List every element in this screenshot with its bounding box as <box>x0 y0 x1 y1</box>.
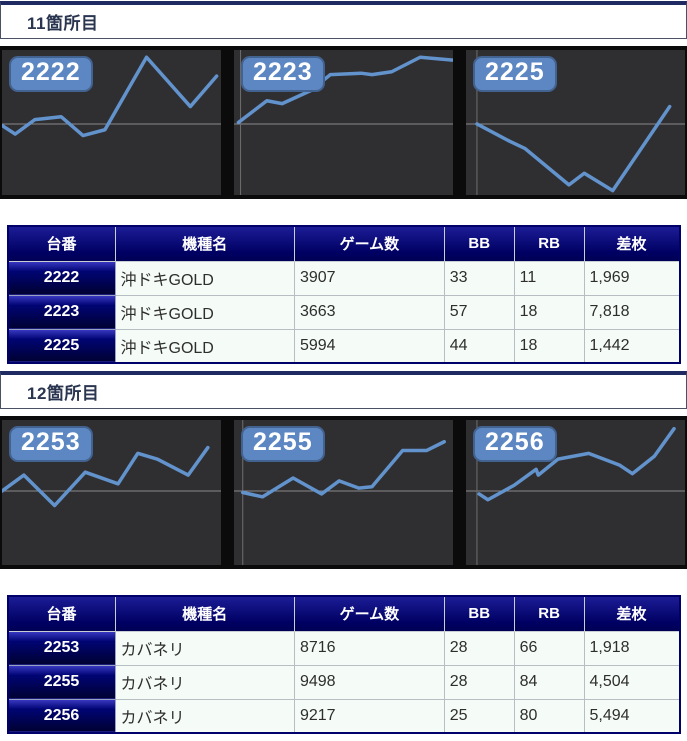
machine-number-badge: 2256 <box>473 426 557 462</box>
games-cell: 9217 <box>293 698 445 734</box>
rb-cell: 80 <box>513 698 585 734</box>
model-cell: カバネリ <box>114 630 295 666</box>
diff-cell: 1,442 <box>583 328 681 364</box>
games-cell: 3663 <box>293 294 445 330</box>
model-cell: カバネリ <box>114 698 295 734</box>
machine-number-badge: 2223 <box>241 56 325 92</box>
table-row: 2255 カバネリ 9498 28 84 4,504 <box>7 664 681 700</box>
chart-panel-2223: 2223 <box>234 50 453 195</box>
col-header-bb: BB <box>443 225 515 262</box>
col-header-sa: 差枚 <box>583 225 681 262</box>
col-header-kishu: 機種名 <box>114 595 295 632</box>
section-heading: 11箇所目 <box>0 1 687 39</box>
machine-number-badge: 2253 <box>9 426 93 462</box>
sparkline-chart <box>2 50 221 195</box>
chart-panel-2222: 2222 <box>2 50 221 195</box>
col-header-dai: 台番 <box>7 225 116 262</box>
bb-cell: 28 <box>443 664 515 700</box>
diff-cell: 1,969 <box>583 260 681 296</box>
machine-number-cell: 2253 <box>7 630 116 666</box>
machine-number-badge: 2222 <box>9 56 93 92</box>
diff-cell: 7,818 <box>583 294 681 330</box>
col-header-game: ゲーム数 <box>293 225 445 262</box>
chart-panel-2255: 2255 <box>234 420 453 565</box>
section-11: 11箇所目 2222 2223 2225 台番 機種名 ゲーム数 BB RB <box>0 1 687 364</box>
table-header-row: 台番 機種名 ゲーム数 BB RB 差枚 <box>7 225 681 262</box>
section-12: 12箇所目 2253 2255 2256 台番 機種名 ゲーム数 BB RB <box>0 371 687 734</box>
bb-cell: 28 <box>443 630 515 666</box>
section-heading-text: 11箇所目 <box>27 14 99 33</box>
bb-cell: 33 <box>443 260 515 296</box>
games-cell: 9498 <box>293 664 445 700</box>
col-header-bb: BB <box>443 595 515 632</box>
bb-cell: 44 <box>443 328 515 364</box>
model-cell: 沖ドキGOLD <box>114 260 295 296</box>
section-heading: 12箇所目 <box>0 371 687 409</box>
machine-number-cell: 2222 <box>7 260 116 296</box>
diff-cell: 1,918 <box>583 630 681 666</box>
table-row: 2222 沖ドキGOLD 3907 33 11 1,969 <box>7 260 681 296</box>
table-row: 2225 沖ドキGOLD 5994 44 18 1,442 <box>7 328 681 364</box>
table-row: 2253 カバネリ 8716 28 66 1,918 <box>7 630 681 666</box>
table-row: 2223 沖ドキGOLD 3663 57 18 7,818 <box>7 294 681 330</box>
chart-strip: 2253 2255 2256 <box>0 416 687 569</box>
col-header-rb: RB <box>513 225 585 262</box>
machine-number-badge: 2225 <box>473 56 557 92</box>
stats-table: 台番 機種名 ゲーム数 BB RB 差枚 2222 沖ドキGOLD 3907 3… <box>6 225 681 364</box>
sparkline-chart <box>2 420 221 565</box>
table-header-row: 台番 機種名 ゲーム数 BB RB 差枚 <box>7 595 681 632</box>
games-cell: 5994 <box>293 328 445 364</box>
table-row: 2256 カバネリ 9217 25 80 5,494 <box>7 698 681 734</box>
rb-cell: 11 <box>513 260 585 296</box>
games-cell: 3907 <box>293 260 445 296</box>
diff-cell: 4,504 <box>583 664 681 700</box>
col-header-rb: RB <box>513 595 585 632</box>
machine-number-badge: 2255 <box>241 426 325 462</box>
chart-panel-2225: 2225 <box>466 50 685 195</box>
stats-table: 台番 機種名 ゲーム数 BB RB 差枚 2253 カバネリ 8716 28 6… <box>6 595 681 734</box>
rb-cell: 18 <box>513 328 585 364</box>
col-header-kishu: 機種名 <box>114 225 295 262</box>
chart-strip: 2222 2223 2225 <box>0 46 687 199</box>
diff-cell: 5,494 <box>583 698 681 734</box>
col-header-game: ゲーム数 <box>293 595 445 632</box>
chart-panel-2256: 2256 <box>466 420 685 565</box>
rb-cell: 66 <box>513 630 585 666</box>
col-header-dai: 台番 <box>7 595 116 632</box>
games-cell: 8716 <box>293 630 445 666</box>
section-heading-text: 12箇所目 <box>27 384 100 403</box>
rb-cell: 18 <box>513 294 585 330</box>
rb-cell: 84 <box>513 664 585 700</box>
model-cell: 沖ドキGOLD <box>114 294 295 330</box>
chart-panel-2253: 2253 <box>2 420 221 565</box>
model-cell: 沖ドキGOLD <box>114 328 295 364</box>
machine-number-cell: 2225 <box>7 328 116 364</box>
machine-number-cell: 2255 <box>7 664 116 700</box>
machine-number-cell: 2223 <box>7 294 116 330</box>
sparkline-chart <box>234 50 453 195</box>
machine-number-cell: 2256 <box>7 698 116 734</box>
bb-cell: 25 <box>443 698 515 734</box>
model-cell: カバネリ <box>114 664 295 700</box>
bb-cell: 57 <box>443 294 515 330</box>
col-header-sa: 差枚 <box>583 595 681 632</box>
